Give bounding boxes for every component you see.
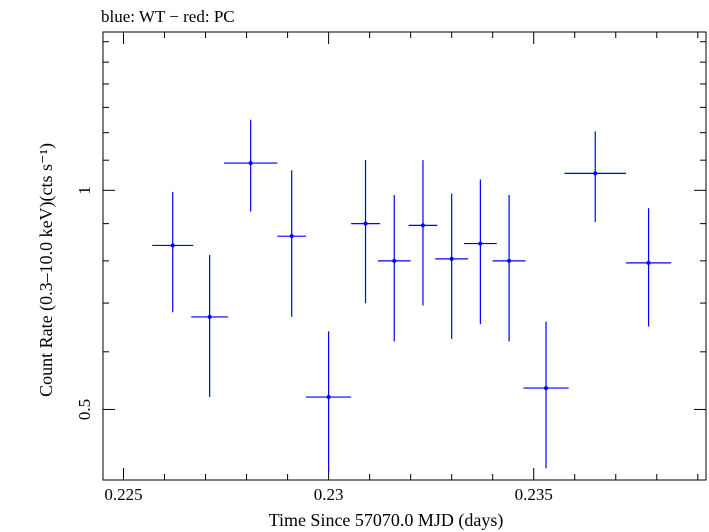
point-marker <box>478 241 483 246</box>
data-point <box>377 195 411 342</box>
point-marker <box>207 314 212 319</box>
data-point <box>191 254 229 398</box>
y-tick-label: 0.5 <box>75 399 94 420</box>
data-point <box>277 170 307 317</box>
data-point <box>435 193 469 339</box>
x-tick-label: 0.225 <box>104 485 142 504</box>
data-point <box>564 131 627 222</box>
data-point <box>463 179 497 325</box>
x-axis-label: Time Since 57070.0 MJD (days) <box>269 510 504 531</box>
point-marker <box>449 256 454 261</box>
data-point <box>351 160 380 304</box>
point-marker <box>170 243 175 248</box>
plot-frame <box>102 31 707 481</box>
x-tick-label: 0.23 <box>314 485 344 504</box>
data-point <box>224 119 278 212</box>
data-point <box>306 331 352 473</box>
data-point <box>626 208 672 327</box>
point-marker <box>420 223 425 228</box>
point-marker <box>392 258 397 263</box>
x-tick-label: 0.235 <box>515 485 553 504</box>
point-marker <box>507 258 512 263</box>
point-marker <box>326 395 331 400</box>
x-axis: 0.225 0.23 0.235 <box>104 32 699 504</box>
point-marker <box>646 260 651 265</box>
chart-title: blue: WT − red: PC <box>101 7 235 26</box>
point-marker <box>248 161 253 166</box>
data-point <box>152 191 194 313</box>
point-marker <box>544 386 549 391</box>
data-series-wt <box>152 119 672 473</box>
data-point <box>523 321 569 469</box>
data-point <box>408 160 438 306</box>
y-axis-label: Count Rate (0.3–10.0 keV)(cts s⁻¹) <box>36 143 57 397</box>
y-tick-label: 1 <box>75 186 94 195</box>
point-marker <box>593 171 598 176</box>
y-axis: 0.51 <box>75 41 706 481</box>
point-marker <box>289 234 294 239</box>
data-point <box>492 195 526 342</box>
point-marker <box>363 221 368 226</box>
